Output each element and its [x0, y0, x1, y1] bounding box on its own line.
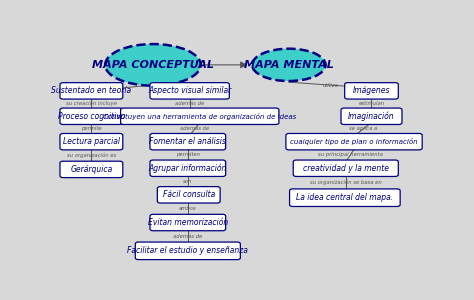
Text: MAPA MENTAL: MAPA MENTAL	[244, 60, 334, 70]
Text: Proceso cognitivo: Proceso cognitivo	[58, 112, 125, 121]
FancyBboxPatch shape	[150, 160, 226, 176]
FancyBboxPatch shape	[60, 134, 123, 150]
Text: además de: además de	[175, 101, 204, 106]
Text: Imaginación: Imaginación	[348, 112, 395, 121]
Text: Gerárquica: Gerárquica	[70, 165, 112, 174]
Ellipse shape	[252, 49, 326, 81]
FancyBboxPatch shape	[60, 108, 123, 124]
FancyBboxPatch shape	[135, 242, 240, 260]
Text: además de: además de	[173, 234, 202, 239]
Text: Sustentado en teoría: Sustentado en teoría	[51, 86, 131, 95]
Text: cualquier tipo de plan o información: cualquier tipo de plan o información	[290, 138, 418, 145]
Text: Constituyen una herramienta de organización de ideas: Constituyen una herramienta de organizac…	[103, 113, 296, 120]
Text: además de: además de	[180, 127, 210, 131]
FancyBboxPatch shape	[286, 134, 422, 150]
Text: permiten: permiten	[176, 152, 200, 158]
Text: permite: permite	[81, 127, 101, 131]
Text: Imágenes: Imágenes	[353, 86, 390, 95]
Text: su creación incluye: su creación incluye	[66, 101, 117, 106]
Text: su organización se basa en: su organización se basa en	[310, 180, 382, 185]
Text: su principal herramienta: su principal herramienta	[318, 152, 383, 158]
FancyBboxPatch shape	[290, 189, 400, 206]
FancyBboxPatch shape	[341, 108, 402, 124]
FancyBboxPatch shape	[120, 108, 279, 124]
Text: Evitan memorización: Evitan memorización	[148, 218, 228, 227]
Text: MAPA CONCEPTUAL: MAPA CONCEPTUAL	[92, 60, 214, 70]
Text: son: son	[183, 179, 192, 184]
Text: su organización es: su organización es	[66, 153, 116, 158]
FancyBboxPatch shape	[157, 187, 220, 203]
FancyBboxPatch shape	[150, 214, 226, 231]
FancyBboxPatch shape	[60, 161, 123, 178]
Text: creatividad y la mente: creatividad y la mente	[303, 164, 389, 173]
Text: Facilitar el estudio y enseñanza: Facilitar el estudio y enseñanza	[128, 246, 248, 255]
Text: ambos: ambos	[179, 206, 197, 211]
Text: caracteriza por: caracteriza por	[167, 85, 207, 91]
FancyBboxPatch shape	[60, 83, 123, 99]
FancyBboxPatch shape	[150, 134, 226, 150]
Text: Aspecto visual similar: Aspecto visual similar	[148, 86, 231, 95]
Text: Lectura parcial: Lectura parcial	[63, 137, 120, 146]
FancyBboxPatch shape	[345, 83, 398, 99]
Text: estimulan: estimulan	[358, 101, 384, 106]
FancyBboxPatch shape	[293, 160, 398, 176]
Text: utiliza: utiliza	[322, 82, 338, 88]
Text: La idea central del mapa.: La idea central del mapa.	[296, 193, 393, 202]
Text: Fomentar el análisis: Fomentar el análisis	[149, 137, 226, 146]
Text: Fácil consulta: Fácil consulta	[163, 190, 215, 199]
FancyBboxPatch shape	[150, 83, 229, 99]
Ellipse shape	[105, 44, 201, 86]
Text: Agrupar información: Agrupar información	[149, 164, 227, 173]
Text: se aplica a: se aplica a	[349, 127, 377, 131]
